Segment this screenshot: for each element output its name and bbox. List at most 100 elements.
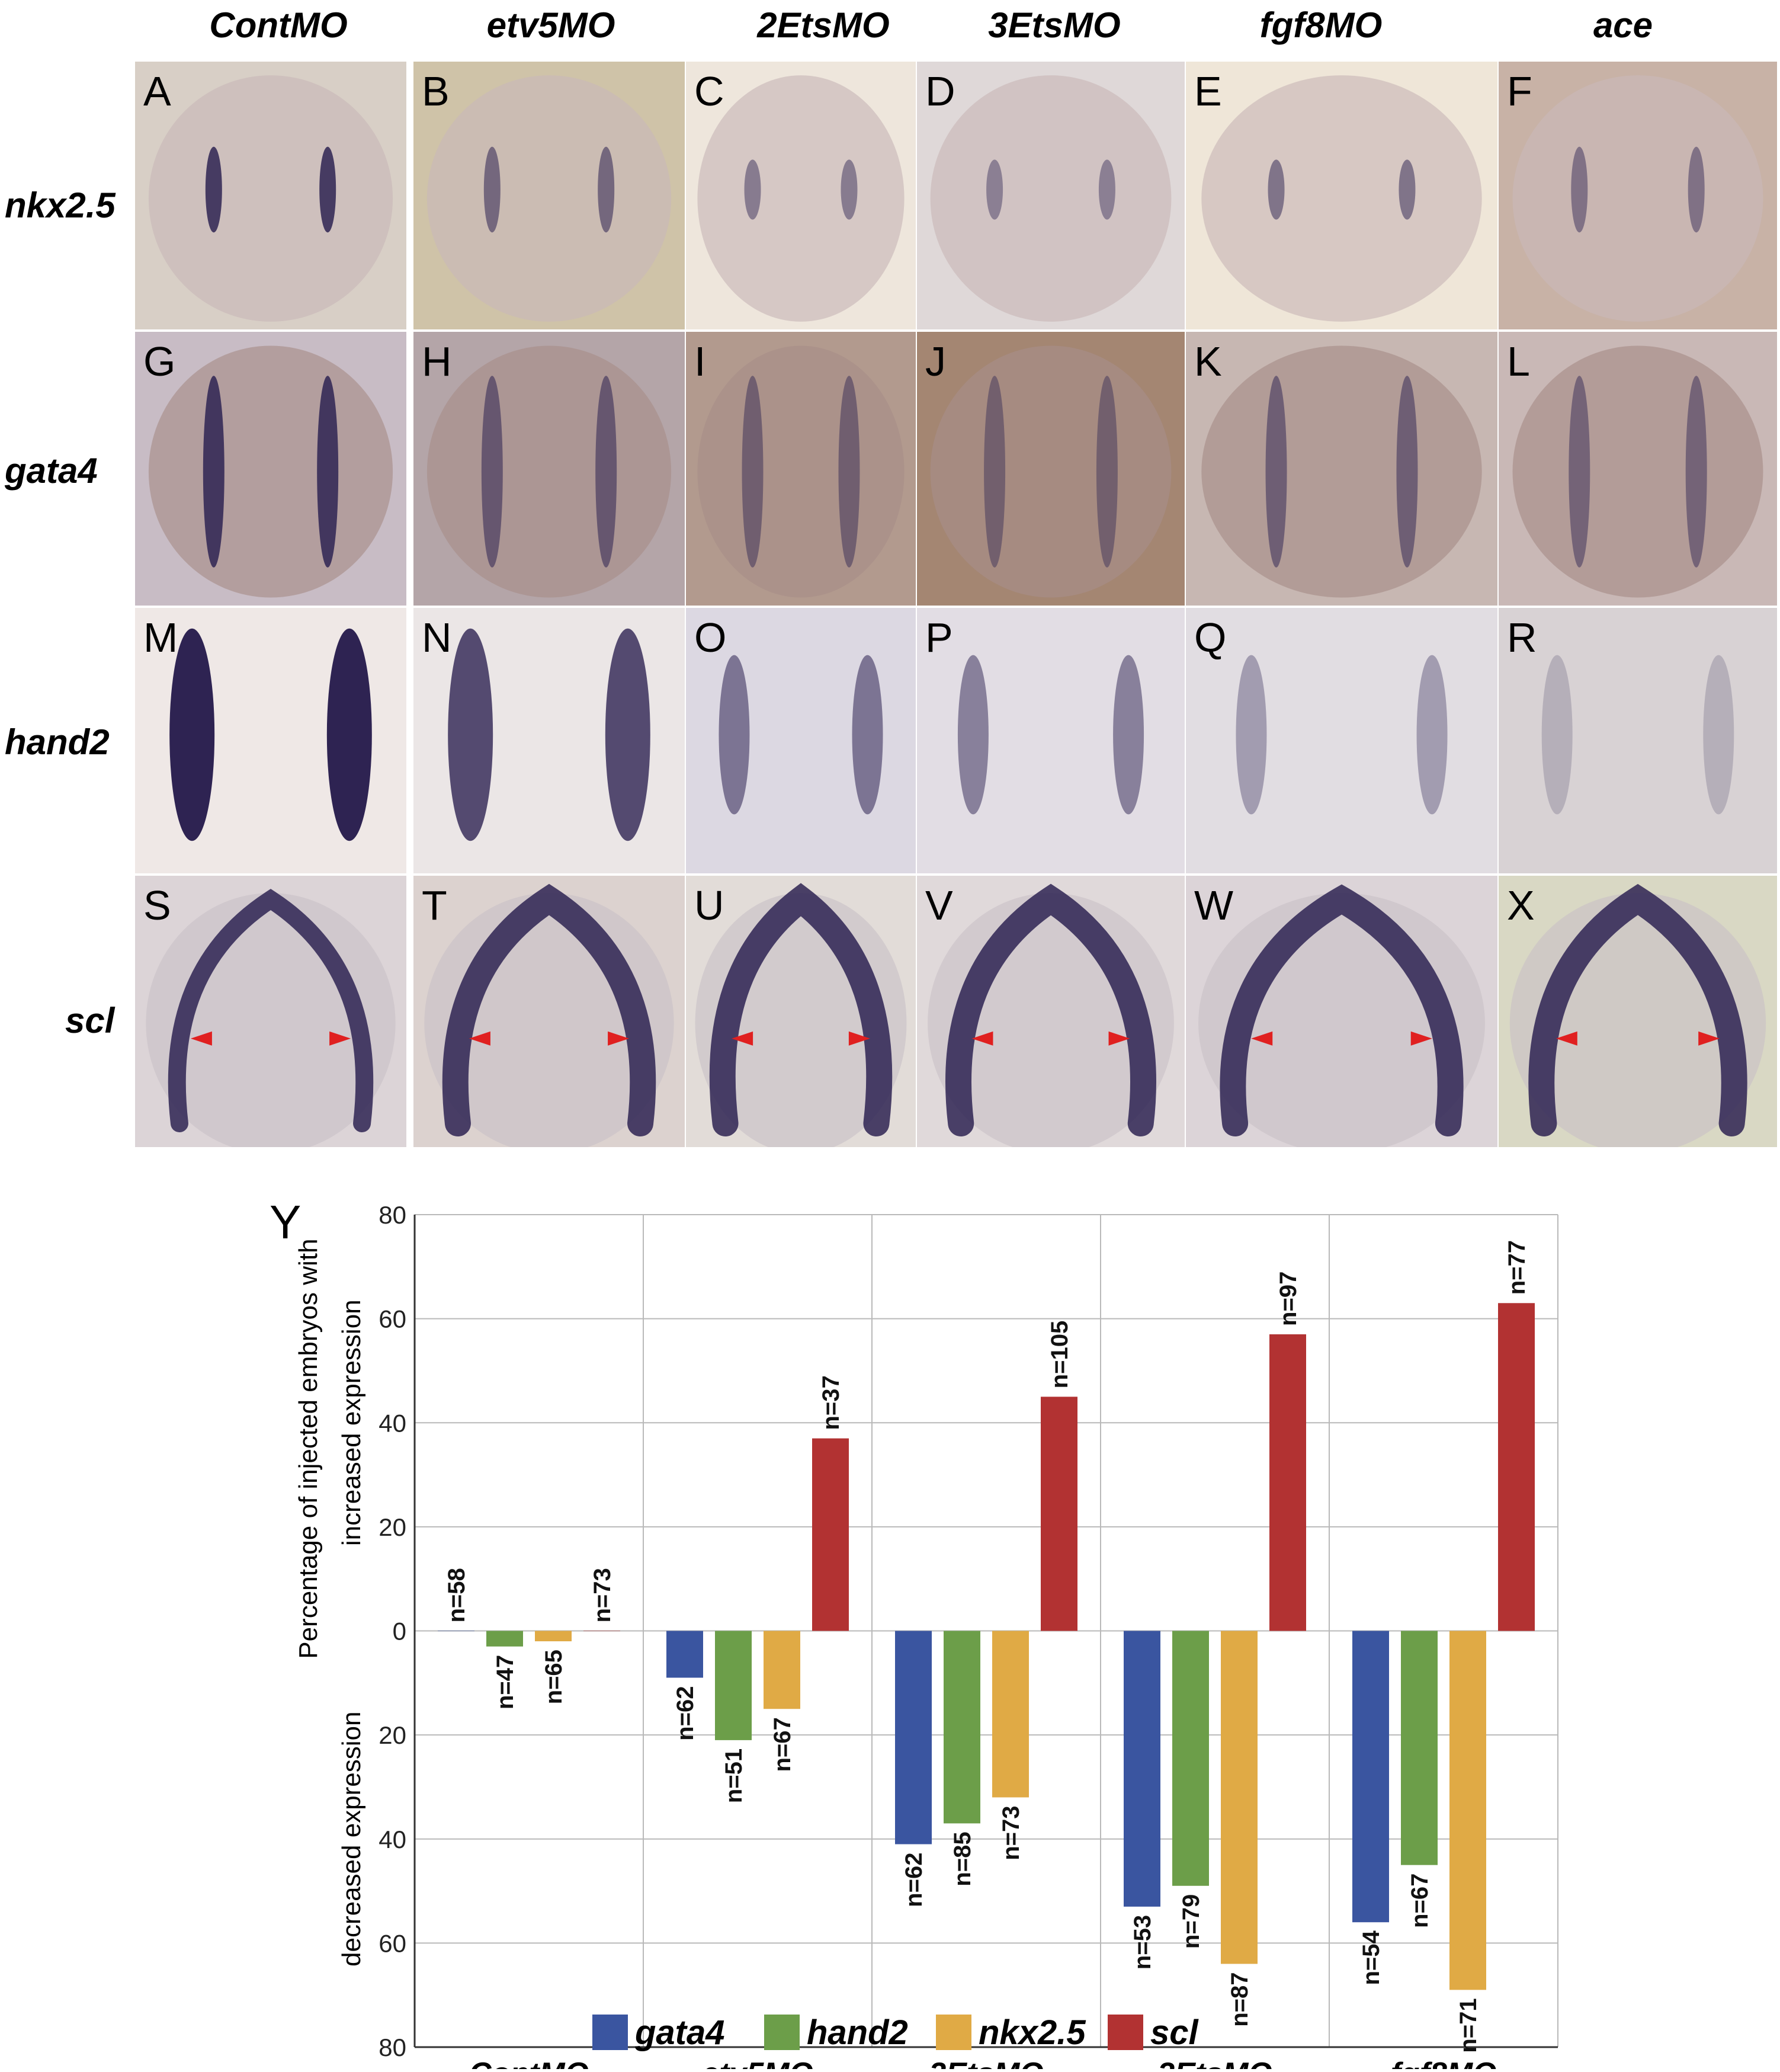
chart-svg: Y 80 60 40 20 0 20 40 60 80 Percentage of injected… — [270, 1196, 1558, 2072]
micrograph-panel: X — [1499, 876, 1777, 1147]
stain-band — [1703, 655, 1734, 815]
panel-letter: W — [1194, 882, 1234, 928]
embryo-body — [148, 75, 393, 322]
micrograph-panel: N — [413, 608, 685, 873]
embryo-image — [1512, 75, 1763, 322]
stain-band — [841, 159, 858, 220]
stain-band — [169, 628, 215, 841]
stain-band — [742, 376, 764, 568]
panel-letter: G — [143, 338, 176, 385]
micrograph-panel: E — [1186, 62, 1497, 329]
micrograph-panel: M — [135, 608, 406, 873]
micrograph-panel: O — [686, 608, 916, 873]
red-arrowhead — [190, 1031, 212, 1046]
stain-band — [986, 159, 1003, 220]
bar-n-label: n=79 — [1178, 1894, 1204, 1949]
bar-hand2 — [1172, 1631, 1209, 1886]
y-tick-label: 40 — [379, 1826, 406, 1853]
bar-n-label: n=62 — [901, 1853, 927, 1907]
micrograph-panel: T — [413, 876, 685, 1147]
stain-band — [205, 146, 222, 233]
bar-scl — [1041, 1397, 1077, 1631]
embryo-image — [146, 889, 396, 1147]
bar-n-label: n=105 — [1047, 1321, 1073, 1389]
panel-letter: U — [694, 882, 724, 928]
y-tick-label: 60 — [379, 1929, 406, 1957]
micrograph-panel: L — [1499, 332, 1777, 606]
embryo-image — [695, 883, 907, 1147]
bar-hand2 — [944, 1631, 980, 1824]
stain-band — [319, 146, 336, 233]
red-arrowhead — [971, 1031, 993, 1046]
stain-band — [595, 376, 617, 568]
bar-gata4 — [895, 1631, 932, 1844]
bar-scl — [812, 1438, 849, 1631]
stain-band — [326, 628, 372, 841]
stain-band — [984, 376, 1006, 568]
embryo-body — [1512, 75, 1763, 322]
embryo-image — [957, 655, 1144, 815]
micrograph-panel: F — [1499, 62, 1777, 329]
stain-band — [1541, 655, 1573, 815]
chart-letter: Y — [270, 1196, 301, 1248]
embryo-body — [1201, 75, 1482, 322]
stain-arc — [442, 883, 656, 1136]
panel-letter: F — [1507, 68, 1532, 114]
stain-band — [838, 376, 860, 568]
red-arrowhead — [848, 1031, 870, 1046]
embryo-image — [1541, 655, 1734, 815]
y-tick-label: 20 — [379, 1513, 406, 1541]
stain-band — [1098, 159, 1115, 220]
red-arrowhead — [329, 1031, 351, 1046]
panel-letter: K — [1194, 338, 1222, 385]
embryo-image — [426, 345, 672, 598]
column-header-2etsmo: 2EtsMO — [757, 5, 890, 45]
embryo-body — [148, 345, 393, 598]
bar-n-label: n=67 — [769, 1717, 796, 1772]
embryo-image — [1198, 884, 1485, 1147]
stain-band — [744, 159, 761, 220]
legend-label: hand2 — [807, 2013, 908, 2052]
embryo-image — [448, 628, 650, 841]
micrograph-panel: G — [135, 332, 406, 606]
embryo-image — [1236, 655, 1448, 815]
embryo-image — [928, 883, 1174, 1147]
row-header-scl: scl — [65, 1001, 115, 1040]
bar-nkx2.5 — [764, 1631, 800, 1709]
micrograph-panel: I — [686, 332, 916, 606]
panel-letter: X — [1507, 882, 1535, 928]
legend-swatch — [1108, 2015, 1143, 2050]
stain-arc — [1220, 884, 1464, 1136]
legend-swatch — [764, 2015, 800, 2050]
stain-band — [1096, 376, 1118, 568]
bar-nkx2.5 — [1449, 1631, 1486, 1990]
bar-n-label: n=51 — [721, 1748, 747, 1803]
legend-label: scl — [1150, 2013, 1200, 2052]
y-tick-label: 80 — [379, 2033, 406, 2061]
stain-band — [957, 655, 989, 815]
legend-label: nkx2.5 — [979, 2013, 1086, 2052]
panel-letter: H — [422, 338, 452, 385]
panel-letter: T — [422, 882, 447, 928]
embryo-image — [1201, 345, 1482, 598]
bar-scl — [1269, 1334, 1306, 1631]
stain-band — [852, 655, 883, 815]
panel-letter: O — [694, 614, 727, 661]
micrograph-panel: S — [135, 876, 406, 1147]
y-tick-label: 60 — [379, 1305, 406, 1333]
bar-n-label: n=73 — [589, 1568, 615, 1622]
y-axis-label: Percentage of injected embryos with — [294, 1239, 323, 1659]
column-header-contmo: ContMO — [209, 5, 348, 45]
embryo-body — [697, 345, 905, 598]
red-arrowhead — [608, 1031, 630, 1046]
micrograph-panel: J — [917, 332, 1185, 606]
bar-n-label: n=71 — [1455, 1998, 1481, 2052]
stain-arc — [168, 889, 374, 1132]
red-arrowhead — [469, 1031, 490, 1046]
micrograph-panel: Q — [1186, 608, 1497, 873]
column-header-ace: ace — [1593, 5, 1653, 45]
stain-band — [1265, 376, 1287, 568]
micrograph-panel: B — [413, 62, 685, 329]
row-header-nkx2-5: nkx2.5 — [5, 185, 116, 225]
legend: gata4 hand2 nkx2.5 scl — [592, 2013, 1200, 2052]
